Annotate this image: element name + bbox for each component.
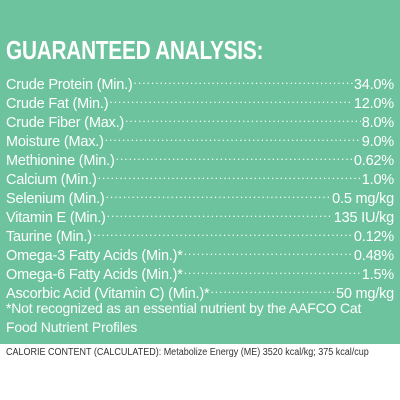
nutrient-value: 0.12% xyxy=(353,229,394,245)
analysis-row: Calcium (Min.) 1.0% xyxy=(6,165,394,188)
nutrient-label: Omega-3 Fatty Acids (Min.)* xyxy=(6,248,183,264)
analysis-row: Taurine (Min.) 0.12% xyxy=(6,222,394,245)
nutrient-label: Taurine (Min.) xyxy=(6,229,92,245)
dot-leader xyxy=(134,70,353,89)
dot-leader xyxy=(106,184,332,203)
dot-leader xyxy=(109,89,353,108)
dot-leader xyxy=(184,260,361,279)
dot-leader xyxy=(107,203,333,222)
analysis-row: Selenium (Min.) 0.5 mg/kg xyxy=(6,184,394,207)
analysis-row: Crude Fat (Min.) 12.0% xyxy=(6,89,394,112)
nutrient-value: 1.0% xyxy=(361,172,394,188)
nutrient-value: 9.0% xyxy=(361,134,394,150)
nutrient-label: Vitamin E (Min.) xyxy=(6,210,106,226)
dot-leader xyxy=(98,165,361,184)
dot-leader xyxy=(116,146,353,165)
nutrient-label: Moisture (Max.) xyxy=(6,134,104,150)
analysis-row: Moisture (Max.) 9.0% xyxy=(6,127,394,150)
analysis-row: Omega-3 Fatty Acids (Min.)* 0.48% xyxy=(6,241,394,264)
nutrient-label: Ascorbic Acid (Vitamin C) (Min.)* xyxy=(6,286,210,302)
dot-leader xyxy=(184,241,353,260)
nutrient-label: Omega-6 Fatty Acids (Min.)* xyxy=(6,267,183,283)
analysis-row: Ascorbic Acid (Vitamin C) (Min.)* 50 mg/k… xyxy=(6,279,394,302)
nutrient-value: 1.5% xyxy=(361,267,394,283)
dot-leader xyxy=(210,279,335,298)
analysis-row: Vitamin E (Min.)135 IU/kg xyxy=(6,203,394,226)
nutrient-label: Calcium (Min.) xyxy=(6,172,97,188)
calorie-content: CALORIE CONTENT (CALCULATED): Metabolize… xyxy=(6,347,369,358)
guaranteed-analysis-panel: GUARANTEED ANALYSIS: Crude Protein (Min.… xyxy=(0,0,400,344)
nutrient-label: Methionine (Min.) xyxy=(6,153,115,169)
nutrient-value: 0.48% xyxy=(353,248,394,264)
analysis-row: Methionine (Min.) 0.62% xyxy=(6,146,394,169)
nutrient-value: 34.0% xyxy=(353,77,394,93)
nutrient-label: Crude Fat (Min.) xyxy=(6,96,109,112)
analysis-row: Omega-6 Fatty Acids (Min.)* 1.5% xyxy=(6,260,394,283)
dot-leader xyxy=(93,222,353,241)
nutrient-label: Crude Protein (Min.) xyxy=(6,77,133,93)
nutrient-label: Selenium (Min.) xyxy=(6,191,105,207)
footnote: *Not recognized as an essential nutrient… xyxy=(6,300,362,335)
panel-title: GUARANTEED ANALYSIS: xyxy=(6,35,264,65)
nutrient-value: 12.0% xyxy=(353,96,394,112)
nutrient-value: 8.0% xyxy=(361,115,394,131)
nutrient-value: 0.62% xyxy=(353,153,394,169)
nutrient-label: Crude Fiber (Max.) xyxy=(6,115,125,131)
nutrient-value: 0.5 mg/kg xyxy=(332,191,394,207)
dot-leader xyxy=(125,108,361,127)
analysis-list: Crude Protein (Min.)34.0%Crude Fat (Min.… xyxy=(6,70,394,302)
analysis-row: Crude Fiber (Max.) 8.0% xyxy=(6,108,394,131)
nutrient-value: 50 mg/kg xyxy=(335,286,394,302)
dot-leader xyxy=(105,127,361,146)
analysis-row: Crude Protein (Min.) 34.0% xyxy=(6,70,394,93)
